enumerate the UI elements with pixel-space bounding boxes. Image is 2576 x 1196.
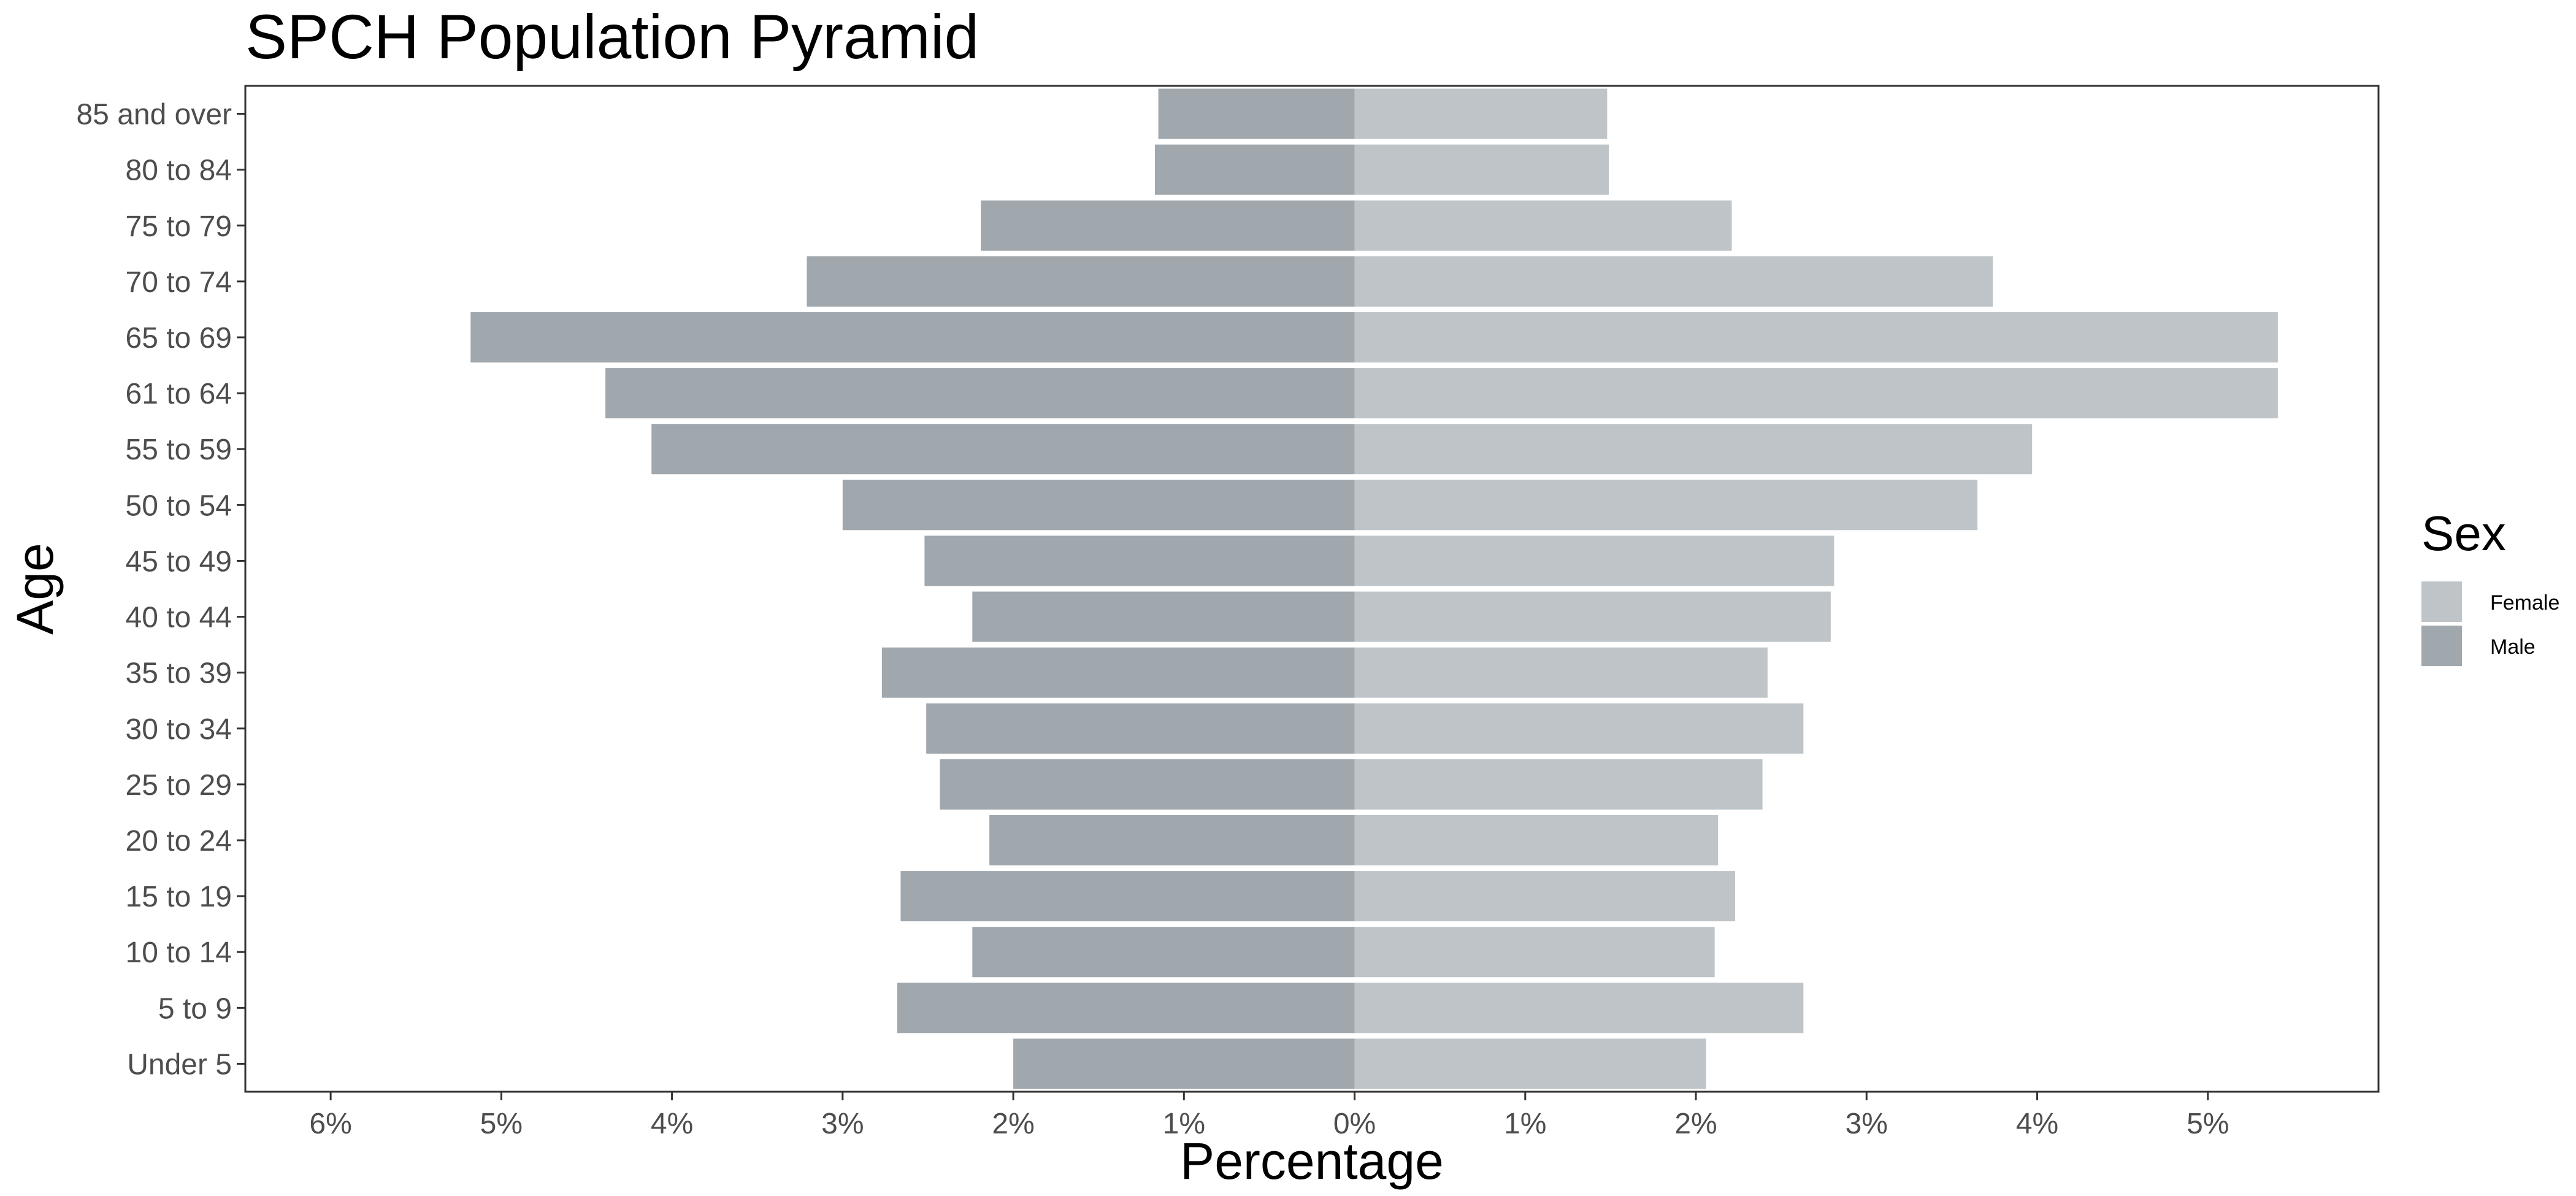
x-tick-label-3: 3% (821, 1108, 864, 1140)
legend: Sex Female Male (2421, 506, 2559, 666)
y-tick-label-16: 80 to 84 (126, 155, 232, 187)
y-tick-label-11: 55 to 59 (126, 434, 232, 466)
y-tick-label-6: 30 to 34 (126, 713, 232, 746)
x-tick-label-5: 1% (1163, 1108, 1205, 1140)
y-tick-label-13: 65 to 69 (126, 322, 232, 355)
bar-male-4 (989, 815, 1355, 865)
bar-male-7 (881, 647, 1355, 698)
bar-male-8 (972, 591, 1355, 642)
legend-label-male: Male (2490, 635, 2536, 659)
x-tick-label-11: 5% (2187, 1108, 2229, 1140)
y-tick-label-1: 5 to 9 (158, 992, 232, 1025)
bar-female-9 (1354, 535, 1834, 586)
bar-female-16 (1354, 144, 1609, 195)
y-tick-label-3: 15 to 19 (126, 881, 232, 913)
bars-layer (470, 88, 2278, 1089)
y-tick-label-17: 85 and over (76, 99, 232, 131)
x-tick-label-2: 4% (651, 1108, 693, 1140)
legend-entries: Female Male (2421, 581, 2559, 666)
x-tick-label-1: 5% (480, 1108, 523, 1140)
y-tick-label-7: 35 to 39 (126, 657, 232, 690)
bar-female-11 (1354, 424, 2033, 475)
bar-female-17 (1354, 88, 1608, 139)
bar-female-1 (1354, 983, 1804, 1033)
legend-title: Sex (2421, 506, 2506, 561)
bar-female-14 (1354, 256, 1993, 307)
chart-title: SPCH Population Pyramid (245, 2, 979, 72)
y-tick-label-10: 50 to 54 (126, 489, 232, 522)
bar-female-10 (1354, 480, 1978, 531)
x-tick-label-9: 3% (1846, 1108, 1888, 1140)
x-tick-label-0: 6% (309, 1108, 351, 1140)
x-axis: 6% 5% 4% 3% 2% 1% 0% 1% 2% 3% 4% 5% (309, 1092, 2229, 1140)
bar-male-1 (897, 983, 1355, 1033)
bar-male-11 (651, 424, 1355, 475)
bar-female-5 (1354, 759, 1763, 810)
y-tick-label-14: 70 to 74 (126, 266, 232, 299)
bar-female-13 (1354, 312, 2278, 362)
bar-female-15 (1354, 200, 1732, 251)
bar-female-4 (1354, 815, 1719, 865)
bar-female-3 (1354, 871, 1736, 922)
bar-male-10 (842, 480, 1355, 531)
bar-male-16 (1155, 144, 1355, 195)
y-tick-label-2: 10 to 14 (126, 937, 232, 969)
bar-male-9 (924, 535, 1355, 586)
bar-male-14 (807, 256, 1355, 307)
y-tick-label-4: 20 to 24 (126, 825, 232, 857)
y-tick-label-15: 75 to 79 (126, 210, 232, 243)
bar-female-7 (1354, 647, 1768, 698)
bar-male-5 (940, 759, 1355, 810)
bar-female-6 (1354, 703, 1804, 754)
bar-male-12 (605, 368, 1355, 419)
x-tick-label-10: 4% (2016, 1108, 2058, 1140)
bar-female-12 (1354, 368, 2278, 419)
y-tick-label-8: 40 to 44 (126, 602, 232, 634)
bar-male-2 (972, 927, 1355, 978)
bar-female-0 (1354, 1038, 1706, 1089)
x-tick-label-4: 2% (992, 1108, 1034, 1140)
legend-label-female: Female (2490, 591, 2559, 615)
bar-female-8 (1354, 591, 1831, 642)
y-tick-label-0: Under 5 (127, 1048, 232, 1081)
x-tick-label-6: 0% (1333, 1108, 1376, 1140)
y-axis: Under 5 5 to 9 10 to 14 15 to 19 20 to 24 25 … (76, 99, 245, 1081)
bar-male-13 (470, 312, 1355, 362)
y-tick-label-12: 61 to 64 (126, 378, 232, 410)
bar-male-0 (1013, 1038, 1355, 1089)
y-tick-label-5: 25 to 29 (126, 769, 232, 802)
y-axis-title: Age (6, 543, 64, 634)
bar-male-3 (900, 871, 1355, 922)
bar-male-15 (981, 200, 1355, 251)
x-tick-label-8: 2% (1674, 1108, 1717, 1140)
x-tick-label-7: 1% (1504, 1108, 1546, 1140)
plot-panel-border (244, 85, 2380, 1093)
legend-swatch-female (2421, 581, 2462, 622)
bar-male-6 (926, 703, 1355, 754)
legend-swatch-male (2421, 626, 2462, 666)
x-axis-title: Percentage (1180, 1132, 1444, 1190)
bar-female-2 (1354, 927, 1715, 978)
bar-male-17 (1158, 88, 1355, 139)
y-tick-label-9: 45 to 49 (126, 545, 232, 578)
